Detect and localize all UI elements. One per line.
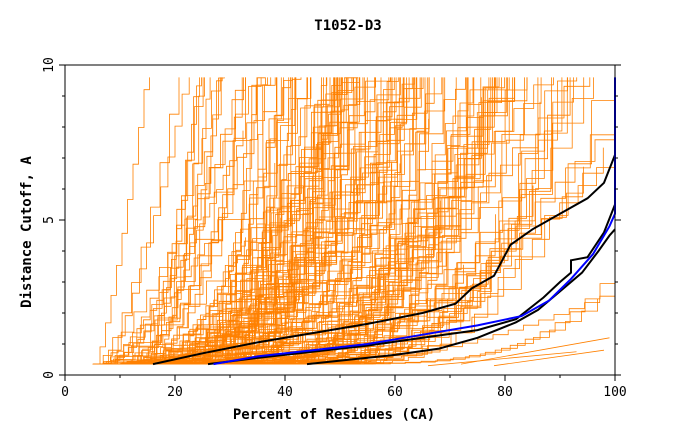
y-tick-label: 10 [42,57,57,73]
model-curve [94,77,222,365]
model-curve [93,77,180,365]
x-tick-label: 60 [387,385,403,400]
model-curve [310,77,413,365]
model-curve [165,77,510,365]
x-axis-label: Percent of Residues (CA) [233,407,435,423]
model-curve [173,77,258,365]
model-curve [106,77,244,365]
model-curve [135,77,211,365]
x-tick-label: 20 [167,385,183,400]
x-tick-label: 80 [497,385,513,400]
model-curve [493,349,605,367]
y-tick-label: 0 [42,371,57,379]
x-tick-label: 0 [61,385,69,400]
model-curve [101,77,405,365]
model-curve [113,77,336,365]
model-curve [210,77,424,365]
model-curve [115,77,205,365]
reference-curve [213,77,616,366]
model-curve [309,289,616,365]
model-curve [215,77,354,365]
model-curve [260,77,498,365]
model-curve [182,77,340,365]
model-curve [427,351,577,367]
model-curves [92,77,616,367]
y-tick-label: 5 [42,216,57,224]
model-curve [95,77,266,365]
model-curve [104,77,342,365]
x-tick-label: 100 [603,385,626,400]
model-curve [120,77,272,365]
model-curve [118,77,358,365]
highlighted-curve [306,228,616,366]
model-curve [189,77,338,365]
model-curve [94,77,150,365]
axes: 0 20 40 60 80 100 0 5 10 [42,57,627,400]
model-curve [97,130,244,365]
model-curve [125,77,591,365]
model-curve [93,77,246,365]
model-curve [103,77,190,365]
model-curve [176,77,291,365]
x-tick-label: 40 [277,385,293,400]
highlighted-curve [152,154,616,366]
model-curve [285,265,616,365]
model-curve [228,77,467,365]
model-curve [132,77,204,365]
model-curve [104,77,335,365]
model-curve [306,77,539,365]
chart-title: T1052-D3 [314,18,381,34]
y-axis-label: Distance Cutoff, A [19,156,35,308]
model-curve [305,77,360,365]
model-curve [92,204,402,365]
model-curve [460,337,610,365]
model-curve [224,77,500,365]
model-curve [302,77,468,365]
highlighted-curves [152,77,616,366]
highlighted-curve [207,204,616,366]
